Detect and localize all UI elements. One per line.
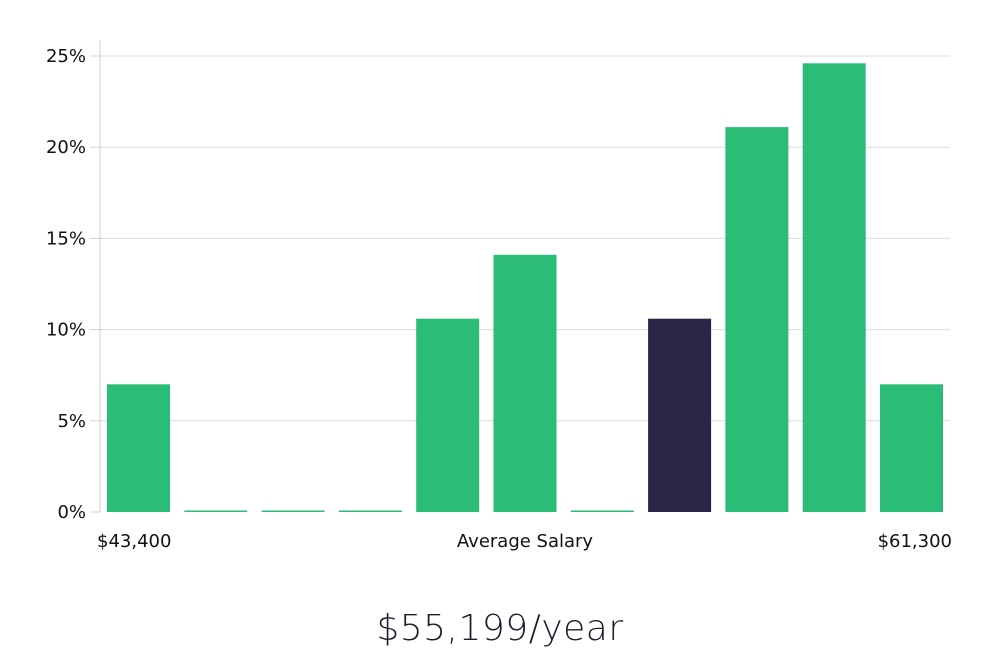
bar — [493, 254, 557, 513]
x-center-label: Average Salary — [457, 531, 594, 552]
y-tick-label: 5% — [57, 411, 86, 432]
y-tick-label: 0% — [57, 502, 86, 523]
bar — [570, 510, 634, 512]
x-min-label: $43,400 — [97, 531, 171, 552]
bar — [107, 384, 170, 512]
y-tick-label: 15% — [46, 228, 86, 249]
y-tick-label: 25% — [46, 46, 86, 67]
y-tick-label: 10% — [46, 320, 86, 341]
bar-highlighted — [648, 318, 712, 512]
average-salary-value: $55,199/year — [376, 608, 624, 649]
y-tick-label: 20% — [46, 137, 86, 158]
salary-histogram-chart: 0%5%10%15%20%25% $43,400 Average Salary … — [46, 40, 952, 552]
y-axis-ticks: 0% 5% 10% 15% 20% 25% — [46, 46, 100, 523]
bars — [107, 63, 943, 513]
x-max-label: $61,300 — [878, 531, 952, 552]
bar — [338, 510, 402, 512]
bar — [261, 510, 325, 512]
bar — [880, 384, 943, 512]
bar — [725, 127, 789, 512]
bar — [802, 63, 866, 513]
bar — [416, 318, 480, 512]
bar — [184, 510, 248, 512]
